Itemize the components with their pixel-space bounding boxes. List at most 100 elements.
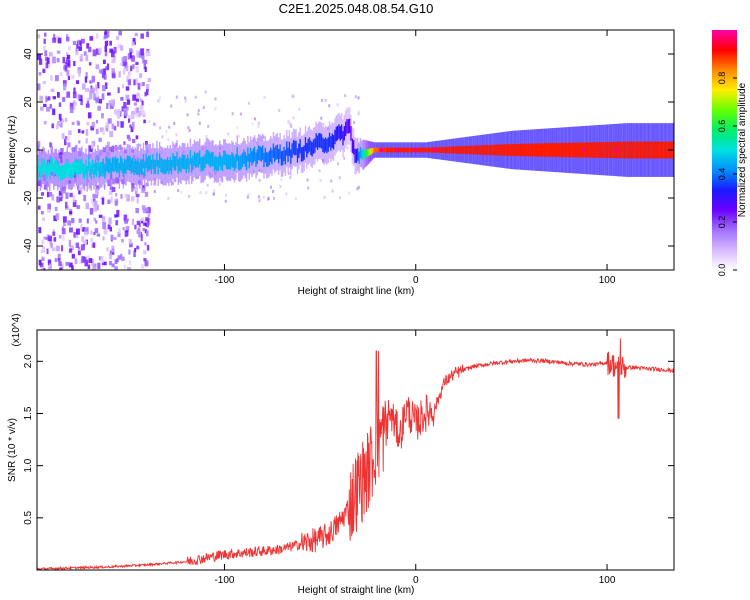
spectrogram-ridge-cell: [653, 141, 655, 159]
spectrogram-noise-cell: [111, 263, 115, 268]
spectrogram-ridge-cell: [209, 153, 212, 168]
spectrogram-noise-cell: [123, 264, 127, 269]
spectrogram-noise-cell: [289, 122, 292, 126]
spectrogram-ridge-cell: [622, 141, 624, 159]
spectrogram-noise-cell: [135, 208, 139, 214]
spectrogram-noise-cell: [102, 59, 106, 65]
spectrogram-noise-cell: [69, 211, 73, 215]
spectrogram-noise-cell: [68, 239, 72, 247]
spectrogram-noise-cell: [128, 260, 132, 266]
spectrogram-ridge-cell: [442, 146, 445, 154]
spectrogram-ridge-cell: [282, 150, 284, 166]
spectrogram-noise-cell: [62, 80, 67, 87]
spectrogram-ridge-cell: [587, 142, 589, 158]
spectrogram-ridge-cell: [264, 147, 266, 163]
spectrogram-noise-cell: [104, 30, 107, 35]
spectrogram-noise-cell: [143, 64, 147, 70]
spectrogram-noise-cell: [116, 36, 120, 41]
spectrogram-ridge-cell: [576, 142, 578, 158]
spectrogram-noise-cell: [86, 99, 90, 106]
spectrogram-noise-cell: [144, 229, 147, 234]
spectrogram-noise-cell: [278, 109, 281, 112]
spectrogram-noise-cell: [113, 125, 117, 131]
spectrogram-noise-cell: [49, 239, 52, 246]
spectrogram-ridge-cell: [327, 137, 329, 152]
spectrogram-ridge-cell: [658, 141, 660, 159]
spectrogram-ridge-cell: [260, 147, 262, 162]
spectrogram-noise-cell: [65, 57, 69, 64]
spectrogram-noise-cell: [84, 259, 88, 267]
spectrogram-ridge-cell: [134, 158, 137, 174]
spectrogram-noise-cell: [134, 107, 137, 115]
spectrogram-ridge-cell: [221, 156, 224, 172]
snr-scale-text: (x10^4): [11, 313, 22, 346]
spectrogram-noise-cell: [64, 138, 67, 146]
spectrogram-noise-cell: [111, 99, 115, 107]
spectrogram-noise-cell: [337, 162, 340, 166]
spectrogram-ridge-cell: [308, 137, 311, 152]
spectrogram-noise-cell: [145, 182, 149, 187]
spectrogram-ridge-cell: [195, 153, 197, 168]
spectrogram-noise-cell: [83, 240, 87, 246]
spectrogram-noise-cell: [125, 65, 129, 72]
spectrogram-noise-cell: [47, 61, 50, 68]
spectrogram-noise-cell: [132, 94, 137, 101]
spectrogram-noise-cell: [53, 33, 56, 40]
spectrogram-ridge-cell: [469, 145, 471, 155]
spectrogram-ridge-cell: [272, 143, 275, 158]
spectrogram-ridge-cell: [580, 142, 582, 158]
spectrogram-ridge-cell: [638, 141, 640, 159]
spectrogram-ridge-cell: [114, 156, 117, 171]
spectrogram-noise-cell: [108, 147, 113, 151]
spectrogram-x-tick-label: -100: [214, 275, 234, 286]
spectrogram-ridge-cell: [208, 151, 210, 166]
figure-title: C2E1.2025.048.08.54.G10: [279, 1, 434, 16]
spectrogram-ridge-cell: [77, 162, 79, 178]
spectrogram-noise-cell: [83, 51, 87, 56]
spectrogram-noise-cell: [90, 197, 94, 204]
spectrogram-ridge-cell: [89, 162, 91, 177]
spectrogram-ridge-cell: [339, 126, 341, 141]
spectrogram-noise-cell: [109, 130, 114, 138]
spectrogram-noise-cell: [67, 54, 71, 60]
spectrogram-noise-cell: [45, 95, 48, 103]
spectrogram-noise-cell: [143, 119, 146, 124]
spectrogram-ridge-cell: [488, 144, 490, 156]
spectrogram-ridge-cell: [405, 147, 407, 153]
spectrogram-ridge-cell: [310, 140, 312, 156]
spectrogram-ridge-cell: [662, 141, 664, 159]
spectrogram-ridge-cell: [169, 156, 171, 172]
spectrogram-noise-cell: [128, 73, 131, 80]
spectrogram-noise-cell: [145, 50, 149, 57]
spectrogram-ridge-cell: [257, 145, 260, 161]
spectrogram-noise-cell: [53, 237, 57, 242]
spectrogram-noise-cell: [41, 210, 44, 215]
spectrogram-noise-cell: [128, 115, 132, 120]
spectrogram-ridge-cell: [243, 149, 245, 164]
spectrogram-noise-cell: [120, 253, 123, 259]
spectrogram-noise-cell: [131, 196, 135, 201]
spectrogram-ridge-cell: [512, 143, 514, 156]
spectrogram-ridge-cell: [659, 141, 662, 159]
spectrogram-noise-cell: [236, 126, 239, 130]
spectrogram-noise-cell: [357, 96, 360, 100]
spectrogram-ridge-cell: [283, 146, 285, 162]
spectrogram-ridge-cell: [355, 149, 358, 163]
spectrogram-noise-cell: [39, 106, 44, 111]
spectrogram-noise-cell: [85, 202, 90, 210]
spectrogram-noise-cell: [101, 113, 104, 119]
spectrogram-noise-cell: [78, 69, 81, 77]
spectrogram-noise-cell: [138, 231, 142, 238]
colorbar-tick-label: 0.8: [717, 72, 727, 85]
spectrogram-ridge-cell: [168, 160, 170, 175]
spectrogram-ridge-cell: [232, 153, 234, 169]
spectrogram-ridge-cell: [113, 157, 115, 173]
spectrogram-noise-cell: [168, 125, 171, 129]
spectrogram-noise-cell: [67, 220, 72, 226]
spectrogram-noise-cell: [98, 98, 103, 104]
spectrogram-noise-cell: [75, 51, 79, 56]
spectrogram-ridge-cell: [357, 147, 359, 161]
spectrogram-noise-cell: [97, 262, 101, 270]
spectrogram-ridge-cell: [193, 151, 196, 166]
